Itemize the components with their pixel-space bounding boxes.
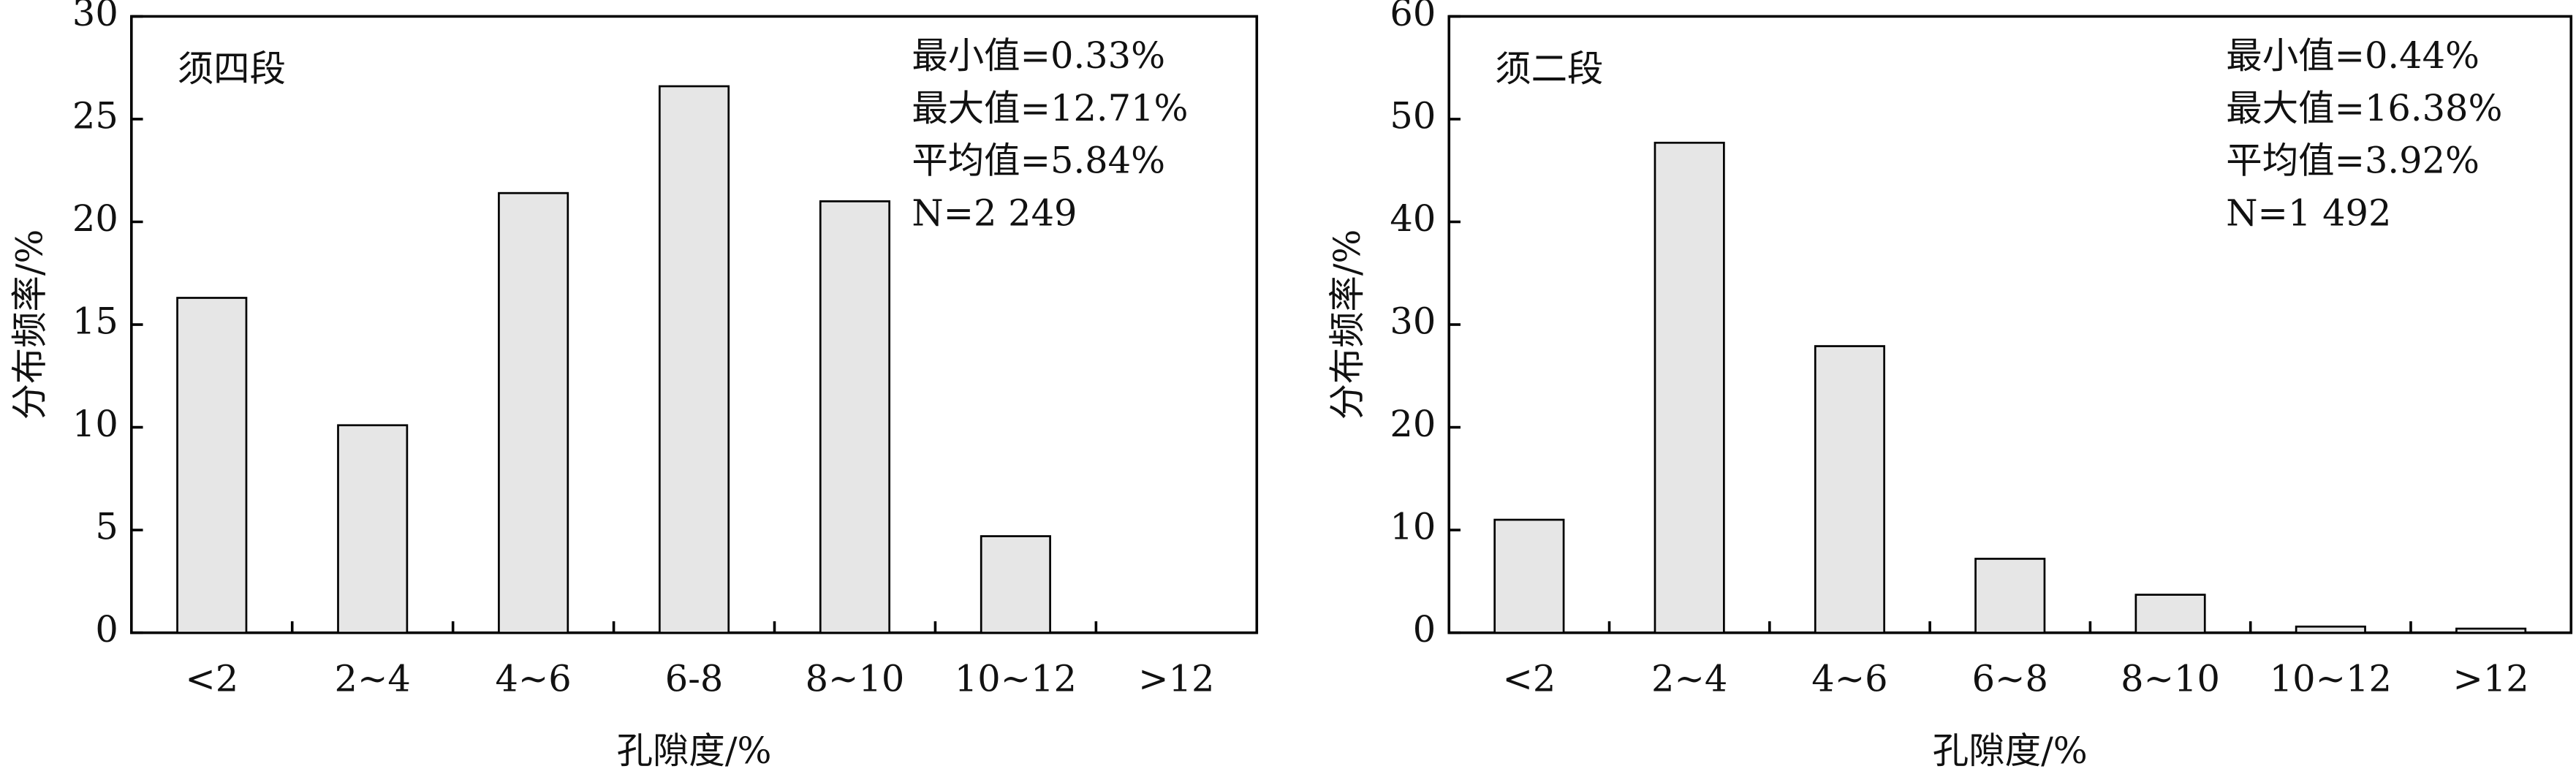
bar (176, 297, 248, 634)
bar (1493, 518, 1565, 634)
stat-label: 最小值=0.44% (2226, 34, 2480, 77)
y-tick-label: 20 (72, 197, 118, 240)
x-tick-label: 4~6 (495, 657, 571, 700)
bar (659, 85, 730, 634)
y-tick-label: 50 (1390, 94, 1436, 137)
x-tick-label: 8~10 (806, 657, 905, 700)
bar (2134, 594, 2206, 634)
panel-label: 须四段 (178, 48, 286, 90)
stat-label: 平均值=5.84% (912, 140, 1165, 182)
x-tick-label: 6-8 (665, 657, 724, 700)
y-tick-label: 40 (1390, 197, 1436, 240)
x-tick-label: >12 (2452, 657, 2528, 700)
stat-label: 最大值=12.71% (912, 87, 1188, 129)
panel-label: 须二段 (1495, 48, 1603, 90)
x-tick-label: 6~8 (1972, 657, 2048, 700)
x-axis-label: 孔隙度/% (617, 729, 772, 772)
y-axis-label: 分布频率/% (1326, 230, 1368, 420)
stat-label: N=2 249 (912, 192, 1077, 235)
y-tick-label: 15 (72, 300, 118, 343)
y-tick-label: 60 (1390, 0, 1436, 34)
y-tick-label: 25 (72, 94, 118, 137)
bar (1814, 345, 1886, 634)
x-axis-label: 孔隙度/% (1933, 729, 2088, 772)
bar (2455, 627, 2527, 634)
x-tick-label: <2 (185, 657, 238, 700)
y-tick-label: 5 (95, 506, 118, 548)
x-tick-label: 10~12 (2270, 657, 2392, 700)
x-tick-label: 4~6 (1811, 657, 1887, 700)
x-tick-label: 2~4 (1651, 657, 1727, 700)
bar (980, 535, 1051, 634)
x-tick-label: >12 (1138, 657, 1214, 700)
bar (819, 200, 891, 634)
x-tick-label: 8~10 (2121, 657, 2220, 700)
y-tick-label: 0 (1413, 608, 1436, 651)
stat-label: 平均值=3.92% (2226, 140, 2480, 182)
stat-label: 最大值=16.38% (2226, 87, 2502, 129)
bar (337, 424, 409, 634)
bar (1974, 558, 2046, 634)
y-tick-label: 10 (1390, 506, 1436, 548)
stat-label: 最小值=0.33% (912, 34, 1165, 77)
bar (2295, 625, 2366, 634)
y-tick-label: 30 (1390, 300, 1436, 343)
y-tick-label: 20 (1390, 403, 1436, 445)
bar (1653, 141, 1725, 634)
x-tick-label: 10~12 (955, 657, 1077, 700)
stat-label: N=1 492 (2226, 192, 2391, 235)
x-tick-label: 2~4 (335, 657, 411, 700)
bar (498, 192, 569, 634)
y-tick-label: 30 (72, 0, 118, 34)
y-tick-label: 10 (72, 403, 118, 445)
y-axis-label: 分布频率/% (8, 230, 50, 420)
y-tick-label: 0 (95, 608, 118, 651)
x-tick-label: <2 (1502, 657, 1556, 700)
